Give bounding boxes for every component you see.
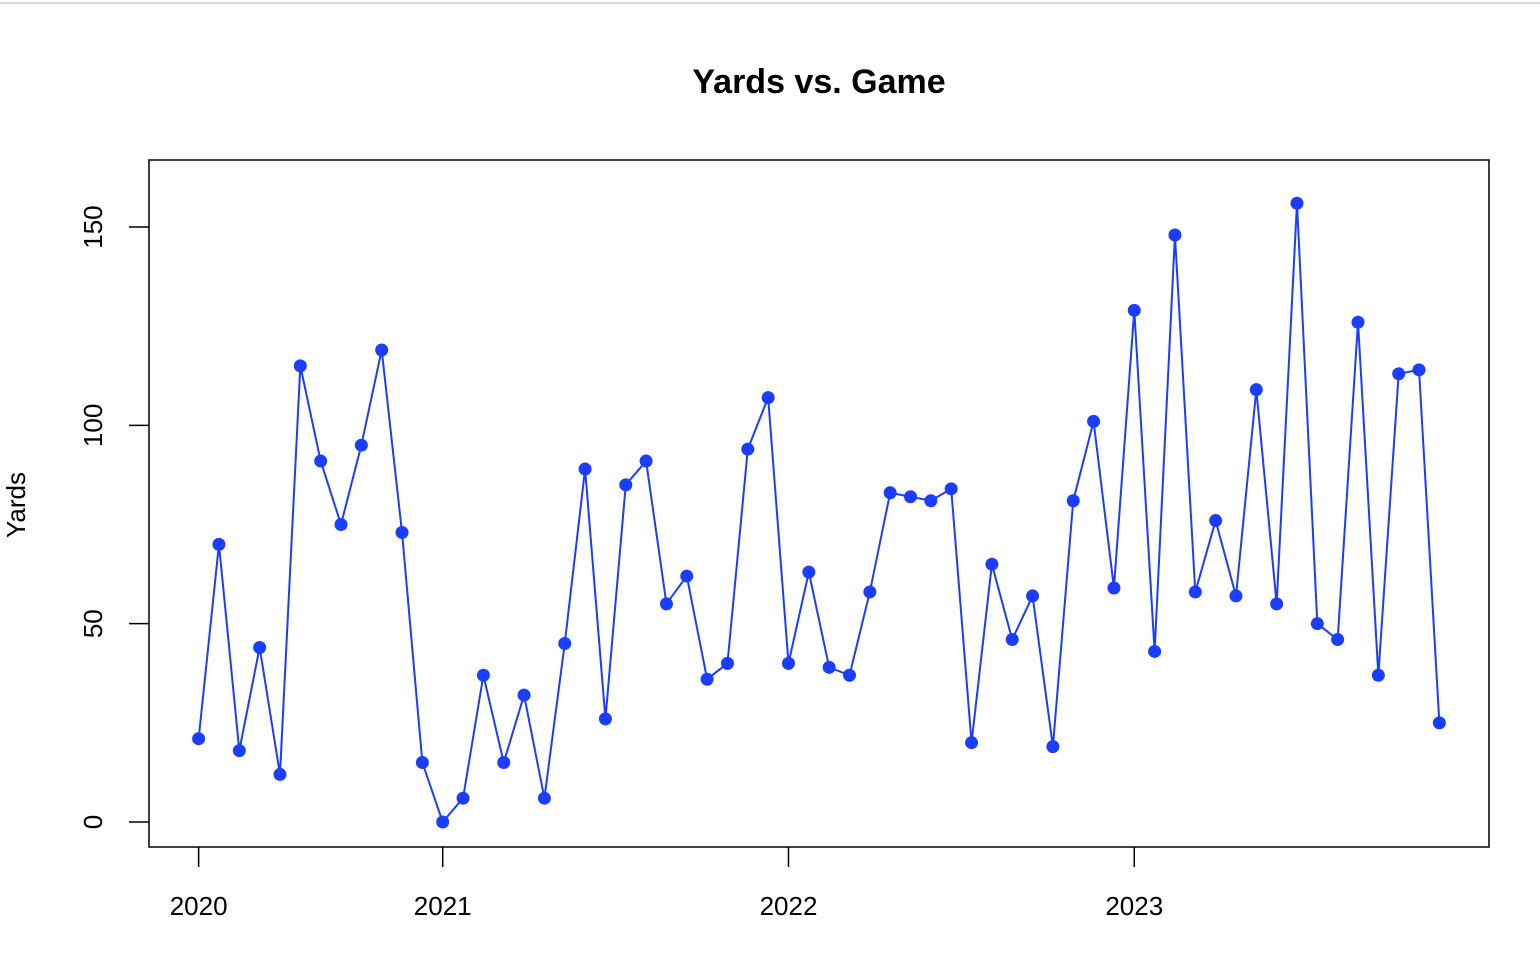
data-point — [1209, 514, 1223, 528]
chart-title: Yards vs. Game — [692, 63, 945, 101]
data-point — [1148, 644, 1162, 658]
data-point — [843, 668, 857, 682]
data-point — [924, 494, 938, 508]
data-point — [578, 462, 592, 476]
plot-frame — [148, 159, 1490, 848]
x-tick-label: 2023 — [1105, 891, 1163, 921]
data-point — [1046, 740, 1060, 754]
data-point — [192, 732, 206, 746]
data-point — [293, 359, 307, 373]
data-point — [558, 637, 572, 651]
data-point — [1392, 367, 1406, 381]
data-point — [354, 438, 368, 452]
data-point — [985, 557, 999, 571]
data-point — [1290, 196, 1304, 210]
data-point — [212, 537, 226, 551]
data-point — [395, 525, 409, 539]
series-line — [197, 203, 1441, 824]
y-tick-label: 100 — [78, 404, 108, 447]
data-point — [415, 756, 429, 770]
data-point — [720, 656, 734, 670]
x-tick-label: 2022 — [760, 891, 818, 921]
data-point — [314, 454, 328, 468]
data-point — [273, 767, 287, 781]
data-point — [1127, 303, 1141, 317]
data-point — [700, 672, 714, 686]
data-point — [822, 660, 836, 674]
data-point — [1351, 315, 1365, 329]
data-point — [802, 565, 816, 579]
data-point — [904, 490, 918, 504]
y-tick-label: 50 — [78, 609, 108, 638]
y-tick-label: 150 — [78, 205, 108, 248]
data-point — [456, 791, 470, 805]
y-tick-label: 0 — [78, 815, 108, 829]
data-point — [1270, 597, 1284, 611]
data-point — [883, 486, 897, 500]
data-point — [1005, 633, 1019, 647]
data-point — [761, 391, 775, 405]
data-point — [1107, 581, 1121, 595]
data-point — [619, 478, 633, 492]
y-axis-label: Yards — [1, 472, 31, 538]
data-point — [253, 640, 267, 654]
data-point — [639, 454, 653, 468]
data-point — [965, 736, 979, 750]
data-point — [1188, 585, 1202, 599]
data-point — [1249, 383, 1263, 397]
x-tick-label: 2020 — [170, 891, 228, 921]
data-point — [1371, 668, 1385, 682]
data-point — [781, 656, 795, 670]
data-point — [1066, 494, 1080, 508]
data-point — [1087, 414, 1101, 428]
x-tick-label: 2021 — [414, 891, 472, 921]
data-point — [517, 688, 531, 702]
data-point — [944, 482, 958, 496]
data-point — [476, 668, 490, 682]
data-point — [232, 744, 246, 758]
data-point — [863, 585, 877, 599]
data-point — [1026, 589, 1040, 603]
data-point — [537, 791, 551, 805]
data-point — [659, 597, 673, 611]
data-point — [1331, 633, 1345, 647]
data-point — [741, 442, 755, 456]
data-point — [497, 756, 511, 770]
data-point — [1432, 716, 1446, 730]
data-point — [375, 343, 389, 357]
data-point — [1412, 363, 1426, 377]
data-point — [436, 815, 450, 829]
data-point — [1310, 617, 1324, 631]
data-point — [598, 712, 612, 726]
data-point — [680, 569, 694, 583]
data-point — [1229, 589, 1243, 603]
data-point — [334, 518, 348, 532]
data-point — [1168, 228, 1182, 242]
